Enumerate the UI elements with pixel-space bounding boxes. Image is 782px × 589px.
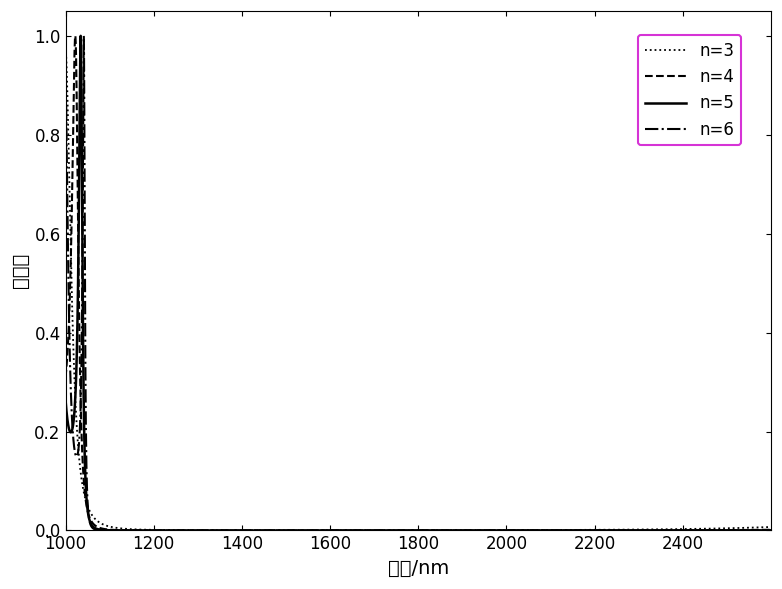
Line: n=5: n=5 (66, 36, 771, 531)
n=6 (766, 527, 776, 534)
Y-axis label: 透射率: 透射率 (11, 253, 30, 289)
n=6 (61, 58, 70, 65)
n=6 (622, 527, 631, 534)
n=5 (622, 527, 631, 534)
n=6 (509, 527, 518, 534)
n=3 (584, 527, 594, 534)
n=5 (76, 32, 85, 39)
n=3 (61, 39, 70, 46)
n=6 (303, 527, 313, 534)
n=5 (479, 527, 488, 534)
Line: n=6: n=6 (66, 36, 771, 531)
n=4 (96, 525, 106, 532)
n=3 (509, 527, 518, 534)
n=4 (479, 527, 488, 534)
n=5 (317, 527, 326, 534)
n=3 (766, 524, 776, 531)
n=4 (509, 527, 518, 534)
Line: n=4: n=4 (66, 36, 771, 531)
n=6 (317, 527, 326, 534)
X-axis label: 波长/nm: 波长/nm (388, 559, 449, 578)
n=4 (317, 527, 326, 534)
n=4 (584, 527, 594, 534)
n=6 (96, 527, 106, 534)
Line: n=3: n=3 (66, 42, 771, 530)
n=4 (766, 526, 776, 533)
Legend: n=3, n=4, n=5, n=6: n=3, n=4, n=5, n=6 (638, 35, 741, 145)
n=5 (584, 527, 594, 534)
n=4 (61, 374, 70, 381)
n=4 (70, 32, 80, 39)
n=3 (96, 520, 106, 527)
n=5 (766, 527, 776, 534)
n=5 (303, 527, 313, 534)
n=5 (96, 526, 106, 533)
n=4 (622, 527, 631, 534)
n=4 (303, 527, 313, 534)
n=5 (61, 396, 70, 403)
n=6 (584, 527, 594, 534)
n=6 (479, 527, 488, 534)
n=6 (79, 32, 88, 39)
n=3 (622, 526, 631, 533)
n=3 (479, 527, 488, 534)
n=3 (303, 527, 313, 534)
n=3 (316, 527, 325, 534)
n=5 (509, 527, 518, 534)
